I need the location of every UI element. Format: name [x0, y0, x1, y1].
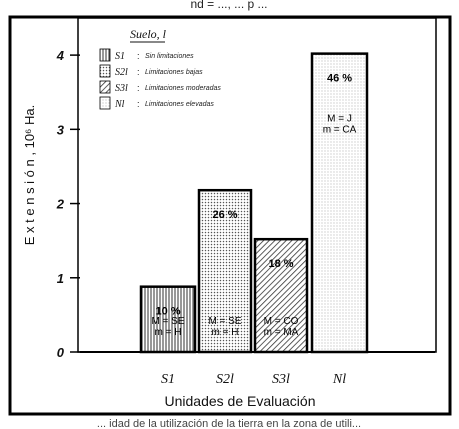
legend-code: S3l: [115, 83, 128, 94]
bar-annotation: m = CA: [323, 125, 357, 136]
legend-swatch: [99, 96, 111, 110]
legend-swatch: [99, 80, 111, 94]
legend-separator: :: [137, 99, 140, 109]
x-category-label: S1: [161, 372, 175, 387]
bar-s2l: [197, 188, 253, 354]
legend: Suelo, l S1: Sin limitaciones S2l: Limitaci…: [99, 27, 221, 110]
y-axis-title: E x t e n s i ó n , 10⁶ Ha.: [22, 105, 37, 245]
figure-frame: [8, 15, 452, 416]
bar-nl: [310, 52, 369, 354]
legend-code: S1: [115, 51, 125, 62]
legend-label: Limitaciones moderadas: [145, 85, 221, 92]
bar-s3l: [253, 237, 309, 354]
bar-annotation: M = J: [327, 114, 352, 125]
y-tick-label: 4: [56, 48, 65, 63]
x-axis-title: Unidades de Evaluación: [165, 393, 316, 409]
bar-percent-label: 18 %: [268, 258, 293, 270]
y-tick-label: 3: [57, 122, 65, 137]
x-category-label: S3l: [272, 372, 290, 387]
legend-separator: :: [137, 83, 140, 93]
bar-annotation: m = H: [212, 327, 239, 338]
legend-label: Sin limitaciones: [145, 53, 194, 60]
bar-annotation: M = SE: [151, 316, 184, 327]
y-tick-label: 0: [57, 345, 65, 360]
bar-percent-label: 46 %: [327, 73, 352, 85]
legend-label: Limitaciones bajas: [145, 69, 203, 76]
y-tick-label: 1: [57, 271, 64, 286]
x-category-label: Nl: [332, 372, 346, 387]
bar-annotation: m = MA: [264, 327, 299, 338]
bar-percent-label: 10 %: [155, 306, 180, 318]
legend-code: Nl: [114, 99, 125, 110]
x-category-label: S2l: [216, 372, 234, 387]
y-tick-label: 2: [56, 197, 65, 212]
bar-annotation: M = CO: [264, 316, 299, 327]
legend-swatch: [99, 64, 111, 78]
bar-s1: [139, 285, 197, 354]
legend-title: Suelo, l: [130, 27, 167, 41]
legend-separator: :: [137, 51, 140, 61]
legend-swatch: [99, 48, 111, 62]
bar-percent-label: 26 %: [212, 209, 237, 221]
footer-fragment: ... idad de la utilización de la tierra …: [97, 418, 361, 429]
legend-separator: :: [137, 67, 140, 77]
bar-annotation: m = H: [155, 327, 182, 338]
bar-annotation: M = SE: [208, 316, 241, 327]
header-fragment: nd = ..., ... p ...: [190, 0, 267, 11]
legend-code: S2l: [115, 67, 128, 78]
legend-label: Limitaciones elevadas: [145, 101, 214, 108]
